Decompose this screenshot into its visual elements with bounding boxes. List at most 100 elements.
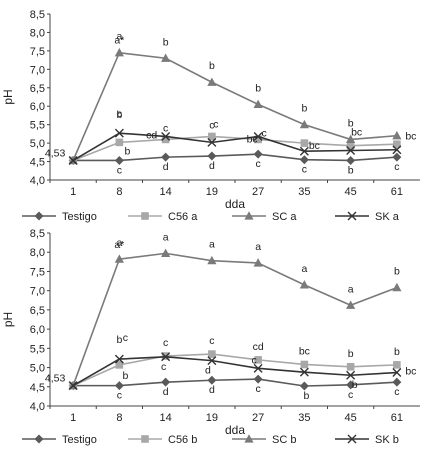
data-point-2-6 (346, 134, 356, 144)
data-point-3-3 (207, 356, 217, 366)
legend-label-1: C56 a (168, 211, 198, 223)
data-point-0-1 (114, 381, 124, 391)
legend-label-2: SC a (272, 211, 297, 223)
legend-label-2: SC b (272, 434, 296, 446)
data-point-3-0 (68, 381, 78, 391)
x-tick-label: 14 (160, 186, 172, 198)
significance-letter-2-7: bc (405, 131, 416, 143)
data-point-0-4 (253, 374, 263, 384)
significance-letter-1-6: b (348, 348, 354, 360)
data-point-3-1 (114, 354, 124, 364)
data-point-2-1 (114, 47, 124, 57)
x-axis-label: dda (225, 197, 245, 211)
data-point-1-1 (115, 361, 124, 369)
significance-letter-3-0: b (116, 334, 122, 346)
significance-letter-3-1: c (117, 108, 122, 120)
data-point-3-6 (346, 145, 356, 155)
series-line-2 (72, 51, 397, 161)
start-value-label: 4,53 (45, 373, 66, 385)
x-tick-label: 61 (391, 412, 403, 424)
y-tick-label: 5,0 (30, 138, 45, 150)
significance-letter-3-7: bc (405, 366, 416, 378)
data-point-1-4 (254, 356, 262, 364)
y-tick-label: 5,5 (30, 120, 45, 132)
series-line-1 (72, 135, 397, 162)
x-tick-label: 8 (116, 186, 122, 198)
y-tick-label: 4,0 (30, 175, 45, 187)
significance-letter-2-3: a (209, 239, 215, 251)
data-point-3-1 (114, 128, 124, 138)
y-tick-label: 7,5 (30, 266, 45, 278)
series-line-0 (73, 378, 397, 387)
y-axis-label: pH (1, 312, 15, 327)
significance-letter-1-5: bc (299, 345, 310, 357)
data-point-2-2 (161, 53, 171, 62)
x-tick-label: 1 (70, 412, 76, 424)
significance-letter-0-4: c (256, 383, 261, 395)
series-line-1 (72, 353, 397, 387)
y-tick-label: 8,0 (30, 27, 45, 39)
significance-letter-3-6: b (352, 379, 358, 391)
data-point-2-6 (346, 300, 356, 309)
significance-letter-3-2: c (161, 361, 166, 373)
significance-letter-1-7: b (394, 346, 400, 358)
significance-letter-2-7: b (394, 266, 400, 278)
significance-letter-1-5: bc (309, 140, 320, 152)
data-point-0-2 (161, 152, 171, 162)
data-point-3-0 (68, 155, 78, 165)
significance-letter-3-3: d (205, 365, 211, 377)
chart-panel-top: 4,0 4,5 5,0 5,5 6,0 6,5 7,0 7,5 8,0 8,5 1 8 14 19 27 35… (1, 9, 420, 223)
significance-letter-1-1: b (124, 145, 130, 157)
significance-letter-0-6: b (348, 164, 354, 176)
data-point-1-3 (208, 350, 216, 358)
y-tick-label: 4,5 (30, 382, 45, 394)
data-point-0-6 (346, 155, 356, 165)
significance-letter-2-4: b (255, 82, 261, 94)
data-point-2-2 (161, 248, 171, 257)
significance-letter-2-6: b (348, 117, 354, 129)
significance-letter-0-7: c (394, 386, 399, 398)
data-point-1-3 (208, 132, 216, 141)
data-point-2-1 (114, 254, 124, 263)
significance-letter-3-0: b (116, 109, 122, 121)
data-point-0-1 (114, 155, 124, 165)
y-axis-label: pH (1, 89, 15, 104)
data-point-1-6 (346, 362, 355, 371)
legend-label-0: Testigo (62, 434, 97, 446)
x-tick-label: 45 (345, 186, 357, 198)
x-tick-label: 14 (160, 412, 172, 424)
significance-letter-2-2: b (163, 36, 169, 48)
significance-letter-2-0: a* (114, 239, 124, 251)
y-tick-label: 4,0 (30, 401, 45, 413)
y-tick-label: 5,5 (30, 343, 45, 355)
data-point-0-6 (346, 380, 356, 390)
significance-letter-0-5: b (303, 390, 309, 402)
x-axis-label: dda (225, 423, 245, 437)
x-tick-label: 8 (116, 412, 122, 424)
series-line-3 (72, 355, 397, 387)
significance-letter-3-1: c (123, 332, 128, 344)
y-tick-label: 8,5 (30, 9, 45, 21)
significance-letter-0-2: d (163, 161, 169, 173)
legend-marker-0 (34, 211, 44, 221)
series-line-0 (73, 153, 397, 162)
data-point-2-7 (392, 282, 402, 292)
significance-letter-0-5: c (302, 164, 307, 176)
data-point-0-7 (392, 377, 402, 387)
data-point-2-3 (207, 255, 217, 265)
significance-letter-0-2: d (163, 386, 169, 398)
legend-marker-2 (244, 434, 254, 443)
significance-letter-1-4: cd (253, 341, 264, 353)
start-value-label: 4,53 (45, 147, 66, 159)
significance-letter-0-7: c (394, 161, 399, 173)
data-point-1-6 (346, 141, 355, 150)
x-tick-label: 27 (252, 186, 264, 198)
x-tick-label: 19 (206, 186, 218, 198)
significance-letter-0-3: d (209, 384, 215, 396)
x-tick-label: 35 (298, 412, 310, 424)
chart-panel-bottom: 4,0 4,5 5,0 5,5 6,0 6,5 7,0 7,5 8,0 8,5 1 8 14 19 27 35… (1, 228, 420, 446)
significance-letter-2-5: a (301, 263, 307, 275)
significance-letter-2-3: b (209, 60, 215, 72)
legend-label-3: SK b (375, 434, 399, 446)
legend-label-1: C56 b (168, 434, 197, 446)
